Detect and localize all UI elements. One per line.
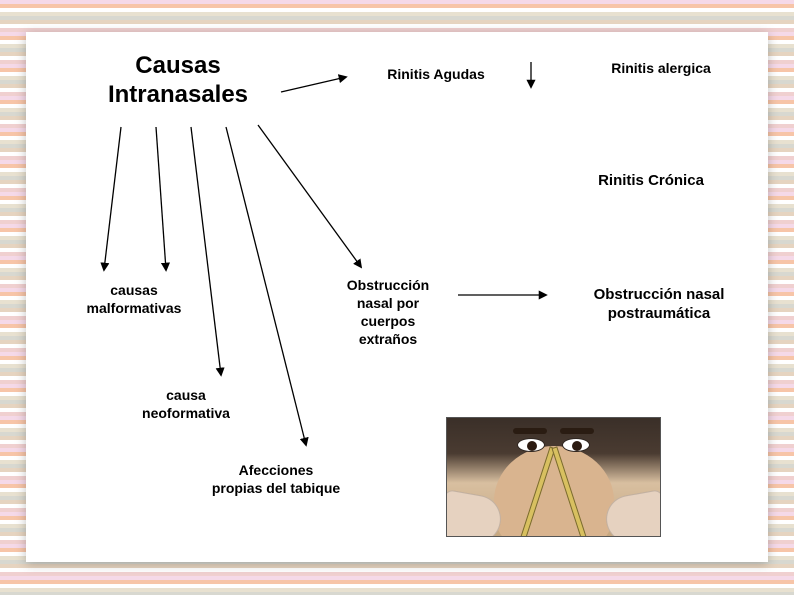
photo-pupil-right [572,441,582,451]
diagram-canvas: Causas Intranasales Rinitis Agudas Rinit… [26,32,768,562]
arrow [156,127,166,270]
root-title-line1: Causas [135,52,220,79]
node-rinitis-agudas: Rinitis Agudas [351,66,521,84]
node-neoformativa-l2: neoformativa [106,405,266,423]
photo-brow-right [560,428,594,434]
arrow [104,127,121,270]
arrow [258,125,361,267]
arrow [191,127,221,375]
node-obstruccion-l3: cuerpos [308,313,468,331]
arrow [281,77,346,92]
node-afecciones-l1: Afecciones [171,462,381,480]
node-afecciones-l2: propias del tabique [171,480,381,498]
medical-photo [446,417,661,537]
node-rinitis-alergica: Rinitis alergica [576,60,746,78]
node-obstruccion-l2: nasal por [308,295,468,313]
photo-face [494,446,614,537]
node-postraumatica-l1: Obstrucción nasal [554,286,764,305]
node-malformativas-l1: causas [54,282,214,300]
node-obstruccion-l1: Obstrucción [308,277,468,295]
photo-pupil-left [527,441,537,451]
root-title-line2: Intranasales [108,81,248,108]
photo-eye-left [517,438,545,452]
node-malformativas-l2: malformativas [54,300,214,318]
photo-eye-right [562,438,590,452]
photo-brow-left [513,428,547,434]
node-postraumatica-l2: postraumática [554,305,764,324]
root-title: Causas Intranasales [78,52,278,110]
node-obstruccion-l4: extraños [308,331,468,349]
node-neoformativa-l1: causa [106,387,266,405]
node-rinitis-cronica: Rinitis Crónica [556,172,746,191]
